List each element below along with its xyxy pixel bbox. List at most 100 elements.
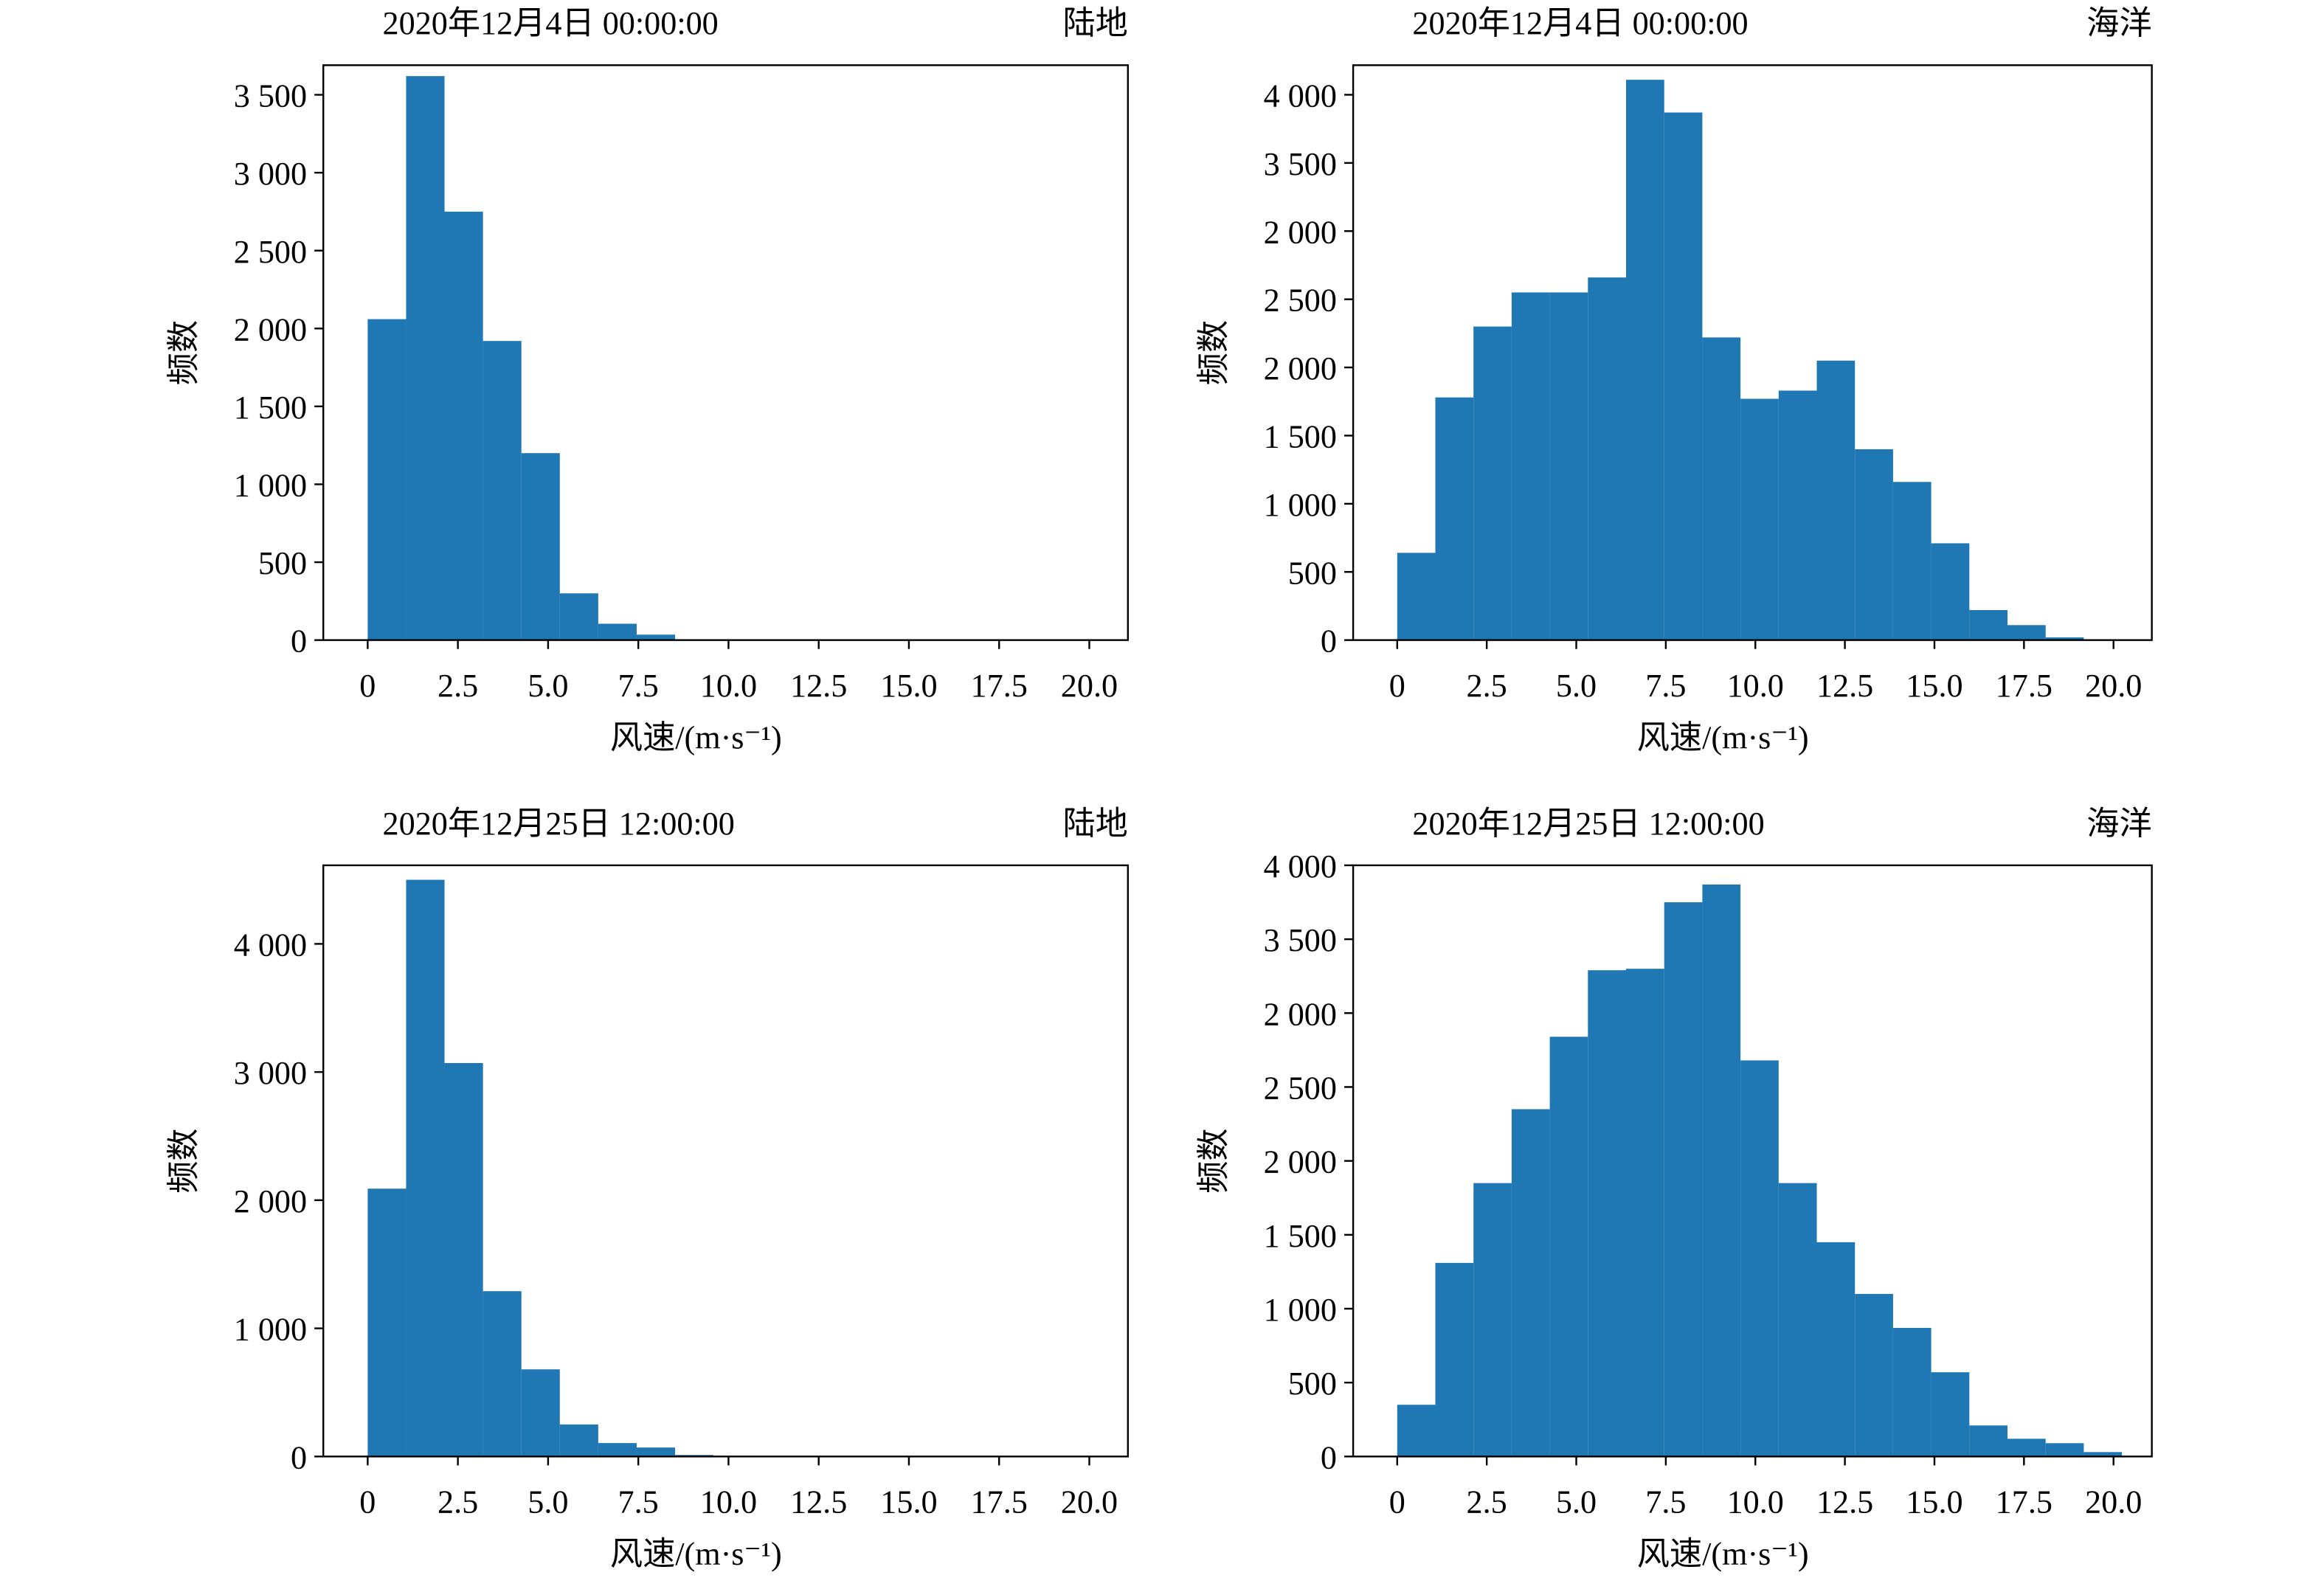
y-tick-label: 3 500 xyxy=(1264,146,1337,182)
x-tick-label: 17.5 xyxy=(971,668,1028,704)
bar xyxy=(1549,1037,1588,1457)
y-tick-label: 500 xyxy=(258,545,307,581)
y-tick-label: 0 xyxy=(1321,1439,1337,1475)
y-tick-label: 2 500 xyxy=(1264,283,1337,319)
bar xyxy=(1664,112,1703,640)
x-tick-label: 5.0 xyxy=(1556,668,1597,704)
y-tick-label: 1 500 xyxy=(1264,419,1337,455)
bar xyxy=(1892,482,1932,640)
bar xyxy=(1397,553,1436,640)
y-tick-label: 2 000 xyxy=(234,311,307,347)
x-tick-label: 17.5 xyxy=(971,1484,1028,1520)
y-tick-label: 1 000 xyxy=(234,468,307,504)
x-tick-label: 20.0 xyxy=(1061,668,1118,704)
bar xyxy=(1473,1183,1512,1457)
bar xyxy=(1931,543,1970,640)
x-axis-label: 风速/(m·s⁻¹) xyxy=(610,719,782,755)
x-tick-label: 2.5 xyxy=(1467,668,1507,704)
x-tick-label: 2.5 xyxy=(438,668,478,704)
bar xyxy=(1626,80,1664,640)
bar xyxy=(1855,1293,1893,1457)
bar xyxy=(406,879,445,1457)
x-tick-label: 15.0 xyxy=(1906,668,1962,704)
x-axis-label: 风速/(m·s⁻¹) xyxy=(1637,719,1809,755)
x-tick-label: 12.5 xyxy=(1816,668,1873,704)
y-tick-label: 2 000 xyxy=(1264,996,1337,1032)
y-tick-label: 4 000 xyxy=(1264,848,1337,885)
bar xyxy=(1892,1328,1932,1457)
bar xyxy=(1740,1060,1779,1457)
bar xyxy=(1549,292,1588,640)
bar xyxy=(636,634,676,640)
y-tick-label: 1 000 xyxy=(234,1312,307,1348)
y-tick-label: 2 000 xyxy=(1264,350,1337,387)
x-tick-label: 15.0 xyxy=(880,668,937,704)
y-tick-label: 2 000 xyxy=(1264,214,1337,250)
x-tick-label: 2.5 xyxy=(438,1484,478,1520)
bar xyxy=(1435,1262,1474,1457)
panel: 0 2.5 5.0 7.5 10.0 12.5 15.0 17.5 20.0 0 1 000 2 00… xyxy=(165,806,1130,1572)
x-tick-label: 7.5 xyxy=(1645,1484,1686,1520)
x-tick-label: 0 xyxy=(359,668,376,704)
bar xyxy=(367,1188,407,1457)
bar xyxy=(2083,1452,2123,1457)
y-axis-label: 频数 xyxy=(1195,320,1231,385)
bar xyxy=(444,211,483,640)
y-axis-label: 频数 xyxy=(1195,1128,1231,1193)
plot-frame xyxy=(1352,64,2153,641)
y-tick-label: 2 000 xyxy=(234,1183,307,1219)
panel: 0 2.5 5.0 7.5 10.0 12.5 15.0 17.5 20.0 0 500 1 000 1… xyxy=(1195,806,2153,1572)
x-tick-label: 17.5 xyxy=(1996,1484,2052,1520)
y-tick-label: 0 xyxy=(1321,623,1337,660)
y-tick-label: 1 000 xyxy=(1264,487,1337,523)
bar xyxy=(1473,326,1512,640)
bar xyxy=(2045,1443,2084,1457)
bar xyxy=(559,593,598,640)
x-tick-label: 12.5 xyxy=(790,668,847,704)
y-axis-label: 频数 xyxy=(165,320,201,385)
x-tick-label: 5.0 xyxy=(528,668,568,704)
bar xyxy=(521,1369,560,1457)
y-tick-label: 0 xyxy=(291,623,307,660)
bar xyxy=(1778,1183,1817,1457)
x-tick-label: 0 xyxy=(359,1484,376,1520)
x-tick-label: 0 xyxy=(1389,1484,1405,1520)
x-tick-label: 17.5 xyxy=(1996,668,2052,704)
y-tick-label: 2 500 xyxy=(234,234,307,270)
y-axis-label: 频数 xyxy=(165,1128,201,1193)
chart-title: 2020年12月4日 00:00:00 xyxy=(1412,5,1748,41)
chart-title-right: 海洋 xyxy=(2086,806,2151,842)
x-tick-label: 20.0 xyxy=(2085,1484,2142,1520)
bar xyxy=(2045,637,2084,640)
bar xyxy=(1397,1405,1436,1457)
bar xyxy=(483,1291,522,1457)
panel: 0 2.5 5.0 7.5 10.0 12.5 15.0 17.5 20.0 0 500 1 000 1… xyxy=(1195,5,2153,755)
bar xyxy=(598,1443,637,1457)
x-tick-label: 10.0 xyxy=(1727,1484,1784,1520)
plot-frame xyxy=(322,64,1130,641)
bar xyxy=(521,453,560,640)
chart-title: 2020年12月25日 12:00:00 xyxy=(383,806,735,842)
x-tick-label: 12.5 xyxy=(790,1484,847,1520)
chart-title-right: 海洋 xyxy=(2086,5,2151,41)
bar xyxy=(2007,625,2046,640)
y-tick-label: 3 000 xyxy=(234,1055,307,1091)
y-tick-label: 2 500 xyxy=(1264,1070,1337,1107)
x-tick-label: 2.5 xyxy=(1467,1484,1507,1520)
x-tick-label: 5.0 xyxy=(1556,1484,1597,1520)
panel: 0 2.5 5.0 7.5 10.0 12.5 15.0 17.5 20.0 0 500 1 000 1… xyxy=(165,5,1130,755)
bar xyxy=(406,76,445,640)
x-tick-label: 7.5 xyxy=(1645,668,1686,704)
bar xyxy=(2007,1439,2046,1457)
x-tick-label: 15.0 xyxy=(880,1484,937,1520)
y-tick-label: 3 500 xyxy=(1264,922,1337,958)
y-tick-label: 500 xyxy=(1288,555,1337,591)
bar xyxy=(1931,1372,1970,1457)
x-tick-label: 12.5 xyxy=(1816,1484,1873,1520)
bar xyxy=(559,1424,598,1457)
x-tick-label: 20.0 xyxy=(1061,1484,1118,1520)
x-axis-label: 风速/(m·s⁻¹) xyxy=(1637,1536,1809,1572)
y-tick-label: 3 500 xyxy=(234,78,307,114)
